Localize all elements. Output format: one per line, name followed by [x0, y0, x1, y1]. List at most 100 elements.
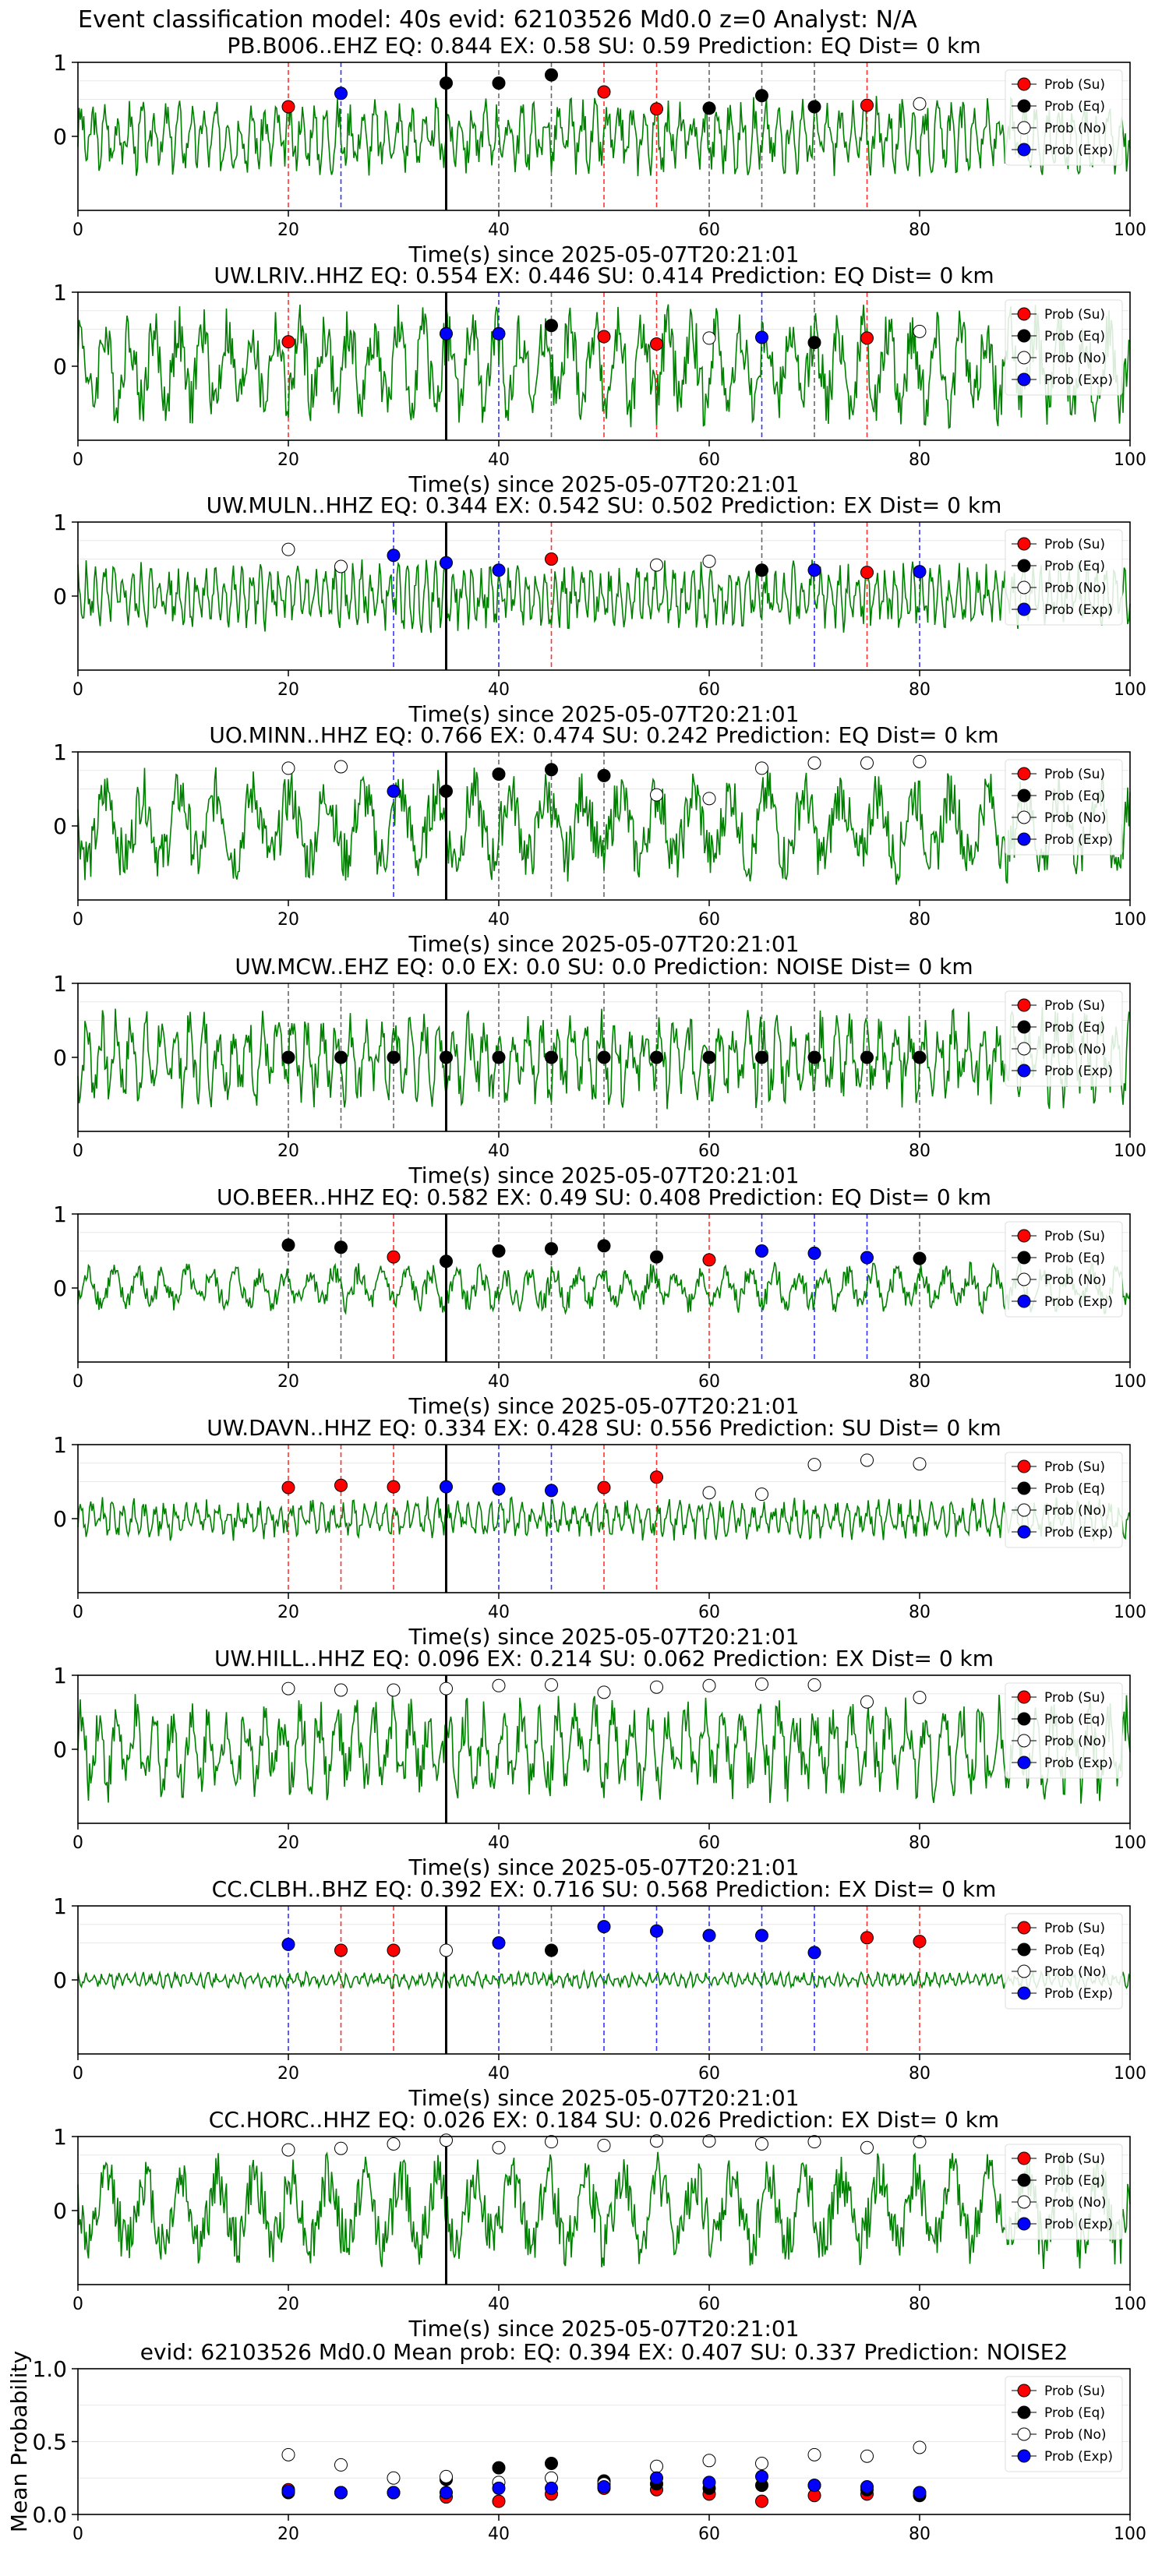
legend-label: Prob (Su) — [1044, 2384, 1105, 2399]
x-tick-label: 40 — [488, 680, 510, 700]
y-axis-label: Mean Probability — [6, 2351, 32, 2532]
mean-prob-point-no — [807, 2447, 821, 2461]
prob-point-exp — [440, 326, 453, 341]
prob-point-eq — [755, 563, 768, 577]
station-panel: UW.DAVN..HHZ EQ: 0.334 EX: 0.428 SU: 0.5… — [0, 1410, 1169, 1651]
legend-marker-no — [1017, 2427, 1031, 2441]
legend-label: Prob (Eq) — [1044, 1020, 1105, 1036]
prob-point-exp — [755, 1928, 768, 1943]
x-tick-label: 0 — [72, 2525, 83, 2544]
legend-label: Prob (Eq) — [1044, 1943, 1105, 1958]
legend-marker-eq — [1017, 99, 1031, 113]
y-tick-label: 0 — [53, 2198, 67, 2224]
prob-point-eq — [597, 768, 611, 782]
legend-box — [1005, 2144, 1123, 2240]
prob-point-su — [650, 1470, 663, 1484]
legend-label: Prob (Eq) — [1044, 1251, 1105, 1266]
prob-point-no — [913, 1691, 927, 1704]
x-tick-label: 80 — [909, 1142, 931, 1161]
mean-prob-point-exp — [281, 2484, 295, 2498]
prob-point-no — [650, 2134, 663, 2148]
mean-prob-point-eq — [545, 2457, 558, 2471]
legend-marker-su — [1017, 1459, 1031, 1473]
x-tick-label: 100 — [1114, 1833, 1146, 1853]
prob-point-no — [755, 2137, 768, 2151]
prob-point-su — [281, 335, 295, 349]
x-tick-label: 0 — [72, 1372, 83, 1392]
x-tick-label: 40 — [488, 910, 510, 930]
prob-point-exp — [387, 784, 401, 798]
legend-label: Prob (No) — [1044, 1734, 1107, 1749]
legend-marker-su — [1017, 307, 1031, 321]
x-tick-label: 20 — [277, 2525, 299, 2544]
mean-prob-point-no — [860, 2449, 874, 2463]
legend-label: Prob (Su) — [1044, 307, 1105, 323]
prob-point-no — [755, 1677, 768, 1691]
x-tick-label: 60 — [698, 1372, 720, 1392]
legend-label: Prob (Eq) — [1044, 559, 1105, 574]
legend-label: Prob (No) — [1044, 351, 1107, 366]
x-tick-label: 40 — [488, 1603, 510, 1622]
panel-title: UO.BEER..HHZ EQ: 0.582 EX: 0.49 SU: 0.40… — [217, 1184, 991, 1210]
prob-point-su — [913, 1935, 927, 1949]
station-panel: CC.CLBH..BHZ EQ: 0.392 EX: 0.716 SU: 0.5… — [0, 1871, 1169, 2112]
x-tick-label: 100 — [1114, 221, 1146, 240]
prob-point-eq — [545, 68, 558, 82]
prob-point-no — [860, 1453, 874, 1467]
mean-prob-point-exp — [334, 2486, 348, 2500]
prob-point-no — [334, 559, 348, 573]
waveform-trace — [77, 304, 1131, 429]
x-axis-label: Time(s) since 2025-05-07T20:21:01 — [408, 931, 799, 957]
prob-point-exp — [755, 330, 768, 344]
prob-point-eq — [492, 1244, 506, 1258]
mean-prob-point-su — [492, 2494, 506, 2508]
legend-label: Prob (Eq) — [1044, 789, 1105, 804]
prob-point-exp — [807, 1946, 821, 1960]
panel-title: UW.MULN..HHZ EQ: 0.344 EX: 0.542 SU: 0.5… — [207, 492, 1002, 518]
x-tick-label: 40 — [488, 221, 510, 240]
y-tick-label: 1 — [53, 1432, 67, 1458]
x-tick-label: 0 — [72, 450, 83, 470]
prob-point-no — [545, 2135, 558, 2149]
legend-marker-exp — [1017, 832, 1031, 846]
prob-point-eq — [545, 1242, 558, 1256]
station-panel: UO.MINN..HHZ EQ: 0.766 EX: 0.474 SU: 0.2… — [0, 717, 1169, 958]
summary-panel: evid: 62103526 Md0.0 Mean prob: EQ: 0.39… — [0, 2334, 1169, 2573]
mean-prob-point-exp — [702, 2475, 716, 2490]
y-tick-label: 0 — [53, 354, 67, 379]
x-tick-label: 0 — [72, 1833, 83, 1853]
legend-label: Prob (Exp) — [1044, 2449, 1113, 2465]
x-tick-label: 40 — [488, 2525, 510, 2544]
x-tick-label: 20 — [277, 450, 299, 470]
panel-chart: CC.HORC..HHZ EQ: 0.026 EX: 0.184 SU: 0.0… — [53, 2107, 1146, 2341]
legend-marker-su — [1017, 767, 1031, 781]
y-tick-label: 0 — [53, 1506, 67, 1532]
y-tick-label: 1 — [53, 971, 67, 997]
prob-point-no — [281, 1681, 295, 1696]
legend-marker-no — [1017, 1042, 1031, 1056]
legend-marker-su — [1017, 2151, 1031, 2165]
prob-point-exp — [492, 1482, 506, 1496]
x-tick-label: 0 — [72, 2064, 83, 2084]
legend-box — [1005, 69, 1123, 166]
prob-point-exp — [545, 1484, 558, 1498]
legend-label: Prob (Exp) — [1044, 372, 1113, 388]
x-tick-label: 0 — [72, 910, 83, 930]
prob-point-eq — [913, 1050, 927, 1064]
waveform-trace — [77, 767, 1131, 885]
prob-point-su — [334, 1478, 348, 1492]
x-tick-label: 60 — [698, 1142, 720, 1161]
legend-marker-eq — [1017, 1712, 1031, 1726]
x-tick-label: 20 — [277, 1833, 299, 1853]
prob-point-exp — [440, 1480, 453, 1494]
panel-title: CC.CLBH..BHZ EQ: 0.392 EX: 0.716 SU: 0.5… — [212, 1876, 997, 1902]
panel-chart: CC.CLBH..BHZ EQ: 0.392 EX: 0.716 SU: 0.5… — [53, 1876, 1146, 2111]
legend-marker-eq — [1017, 789, 1031, 803]
prob-point-exp — [281, 1937, 295, 1951]
legend-marker-no — [1017, 1964, 1031, 1978]
legend-marker-exp — [1017, 2217, 1031, 2231]
x-tick-label: 0 — [72, 2295, 83, 2314]
legend-label: Prob (Su) — [1044, 1229, 1105, 1244]
prob-point-eq — [387, 1050, 401, 1064]
legend-marker-su — [1017, 1921, 1031, 1935]
